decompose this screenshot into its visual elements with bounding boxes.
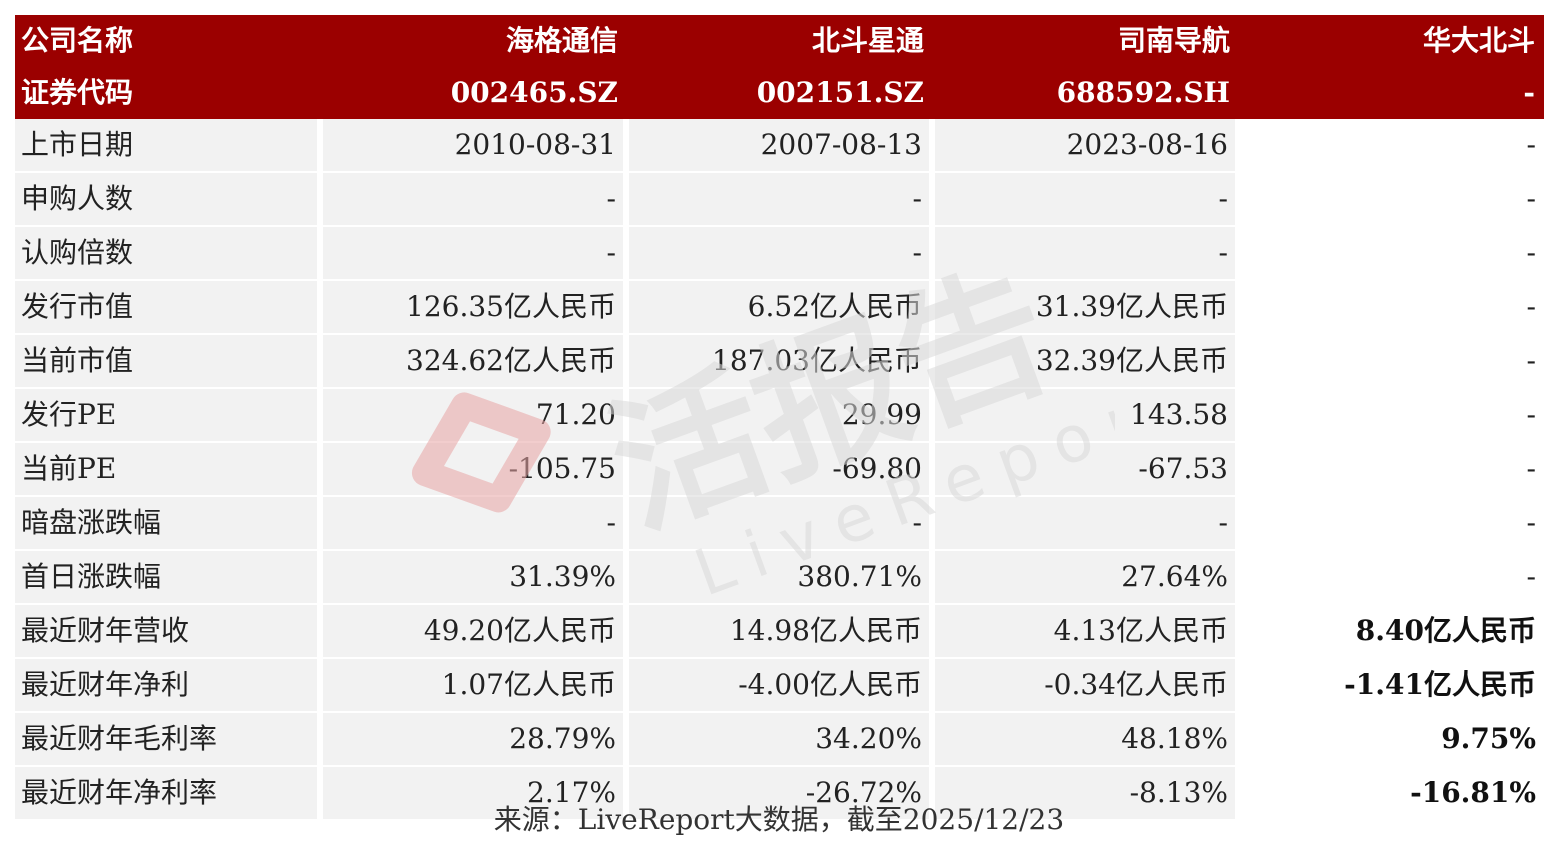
row-label: 最近财年毛利率 — [15, 712, 320, 766]
table-body: 公司名称 海格通信 北斗星通 司南导航 华大北斗 证券代码 002465.SZ … — [15, 15, 1543, 820]
table-cell: 1.07亿人民币 — [320, 658, 626, 712]
table-cell: 31.39% — [320, 550, 626, 604]
table-cell: - — [1238, 172, 1543, 226]
table-cell: - — [626, 226, 932, 280]
header-cell: 华大北斗 — [1238, 15, 1543, 67]
header-cell: 司南导航 — [932, 15, 1238, 67]
header-cell: 002151.SZ — [626, 67, 932, 119]
table-cell: 8.40亿人民币 — [1238, 604, 1543, 658]
header-cell: 海格通信 — [320, 15, 626, 67]
row-label: 当前市值 — [15, 334, 320, 388]
table-cell: - — [1238, 442, 1543, 496]
table-cell: - — [1238, 119, 1543, 172]
table-cell: - — [932, 496, 1238, 550]
table-cell: - — [1238, 280, 1543, 334]
table-cell: 27.64% — [932, 550, 1238, 604]
table-cell: 48.18% — [932, 712, 1238, 766]
table-cell: - — [1238, 334, 1543, 388]
table-cell: 28.79% — [320, 712, 626, 766]
table-cell: 49.20亿人民币 — [320, 604, 626, 658]
table-row: 当前市值 324.62亿人民币 187.03亿人民币 32.39亿人民币 - — [15, 334, 1543, 388]
table-cell: 2010-08-31 — [320, 119, 626, 172]
row-label: 认购倍数 — [15, 226, 320, 280]
table-row: 当前PE -105.75 -69.80 -67.53- — [15, 442, 1543, 496]
row-label: 申购人数 — [15, 172, 320, 226]
row-label: 最近财年营收 — [15, 604, 320, 658]
table-cell: 9.75% — [1238, 712, 1543, 766]
table-cell: 14.98亿人民币 — [626, 604, 932, 658]
table-row: 首日涨跌幅 31.39% 380.71% 27.64% - — [15, 550, 1543, 604]
table-cell: 2007-08-13 — [626, 119, 932, 172]
table-cell: - — [320, 172, 626, 226]
header-cell: 公司名称 — [15, 15, 320, 67]
table-row: 最近财年毛利率 28.79% 34.20% 48.18% 9.75% — [15, 712, 1543, 766]
table-cell: 2023-08-16 — [932, 119, 1238, 172]
table-row: 认购倍数 - - - - — [15, 226, 1543, 280]
header-row-code: 证券代码 002465.SZ 002151.SZ 688592.SH - — [15, 67, 1543, 119]
table-row: 最近财年营收 49.20亿人民币 14.98亿人民币 4.13亿人民币 8.40亿人民币 — [15, 604, 1543, 658]
table-cell: 380.71% — [626, 550, 932, 604]
table-cell: -1.41亿人民币 — [1238, 658, 1543, 712]
table-row: 发行PE 71.20 29.99 143.58- — [15, 388, 1543, 442]
table-row: 上市日期 2010-08-31 2007-08-13 2023-08-16- — [15, 119, 1543, 172]
table-cell: 143.58 — [932, 388, 1238, 442]
row-label: 最近财年净利 — [15, 658, 320, 712]
table-cell: 126.35亿人民币 — [320, 280, 626, 334]
row-label: 发行市值 — [15, 280, 320, 334]
table-cell: 187.03亿人民币 — [626, 334, 932, 388]
table-row: 暗盘涨跌幅 - - - - — [15, 496, 1543, 550]
table-row: 发行市值 126.35亿人民币 6.52亿人民币 31.39亿人民币 - — [15, 280, 1543, 334]
table-row: 最近财年净利 1.07亿人民币 -4.00亿人民币 -0.34亿人民币 -1.41亿人民… — [15, 658, 1543, 712]
table-cell: - — [932, 172, 1238, 226]
header-cell: 688592.SH — [932, 67, 1238, 119]
table-cell: - — [320, 496, 626, 550]
ipo-comparison-table: 公司名称 海格通信 北斗星通 司南导航 华大北斗 证券代码 002465.SZ … — [15, 15, 1544, 821]
row-label: 发行PE — [15, 388, 320, 442]
table-cell: -67.53 — [932, 442, 1238, 496]
header-cell: - — [1238, 67, 1543, 119]
table-cell: -0.34亿人民币 — [932, 658, 1238, 712]
comparison-table-wrap: 公司名称 海格通信 北斗星通 司南导航 华大北斗 证券代码 002465.SZ … — [15, 15, 1543, 821]
table-cell: 6.52亿人民币 — [626, 280, 932, 334]
header-cell: 证券代码 — [15, 67, 320, 119]
table-cell: - — [320, 226, 626, 280]
table-cell: -4.00亿人民币 — [626, 658, 932, 712]
table-cell: - — [626, 172, 932, 226]
table-cell: 31.39亿人民币 — [932, 280, 1238, 334]
source-note: 来源：LiveReport大数据，截至2025/12/23 — [0, 795, 1558, 845]
table-cell: 4.13亿人民币 — [932, 604, 1238, 658]
table-cell: 34.20% — [626, 712, 932, 766]
row-label: 当前PE — [15, 442, 320, 496]
table-cell: 29.99 — [626, 388, 932, 442]
table-row: 申购人数 - - - - — [15, 172, 1543, 226]
table-cell: - — [1238, 550, 1543, 604]
table-cell: - — [1238, 388, 1543, 442]
table-cell: 324.62亿人民币 — [320, 334, 626, 388]
table-cell: - — [932, 226, 1238, 280]
row-label: 暗盘涨跌幅 — [15, 496, 320, 550]
row-label: 首日涨跌幅 — [15, 550, 320, 604]
header-cell: 002465.SZ — [320, 67, 626, 119]
table-cell: - — [626, 496, 932, 550]
header-row-company: 公司名称 海格通信 北斗星通 司南导航 华大北斗 — [15, 15, 1543, 67]
table-cell: -69.80 — [626, 442, 932, 496]
table-cell: 71.20 — [320, 388, 626, 442]
row-label: 上市日期 — [15, 119, 320, 172]
table-cell: - — [1238, 226, 1543, 280]
table-cell: -105.75 — [320, 442, 626, 496]
table-cell: - — [1238, 496, 1543, 550]
table-cell: 32.39亿人民币 — [932, 334, 1238, 388]
header-cell: 北斗星通 — [626, 15, 932, 67]
